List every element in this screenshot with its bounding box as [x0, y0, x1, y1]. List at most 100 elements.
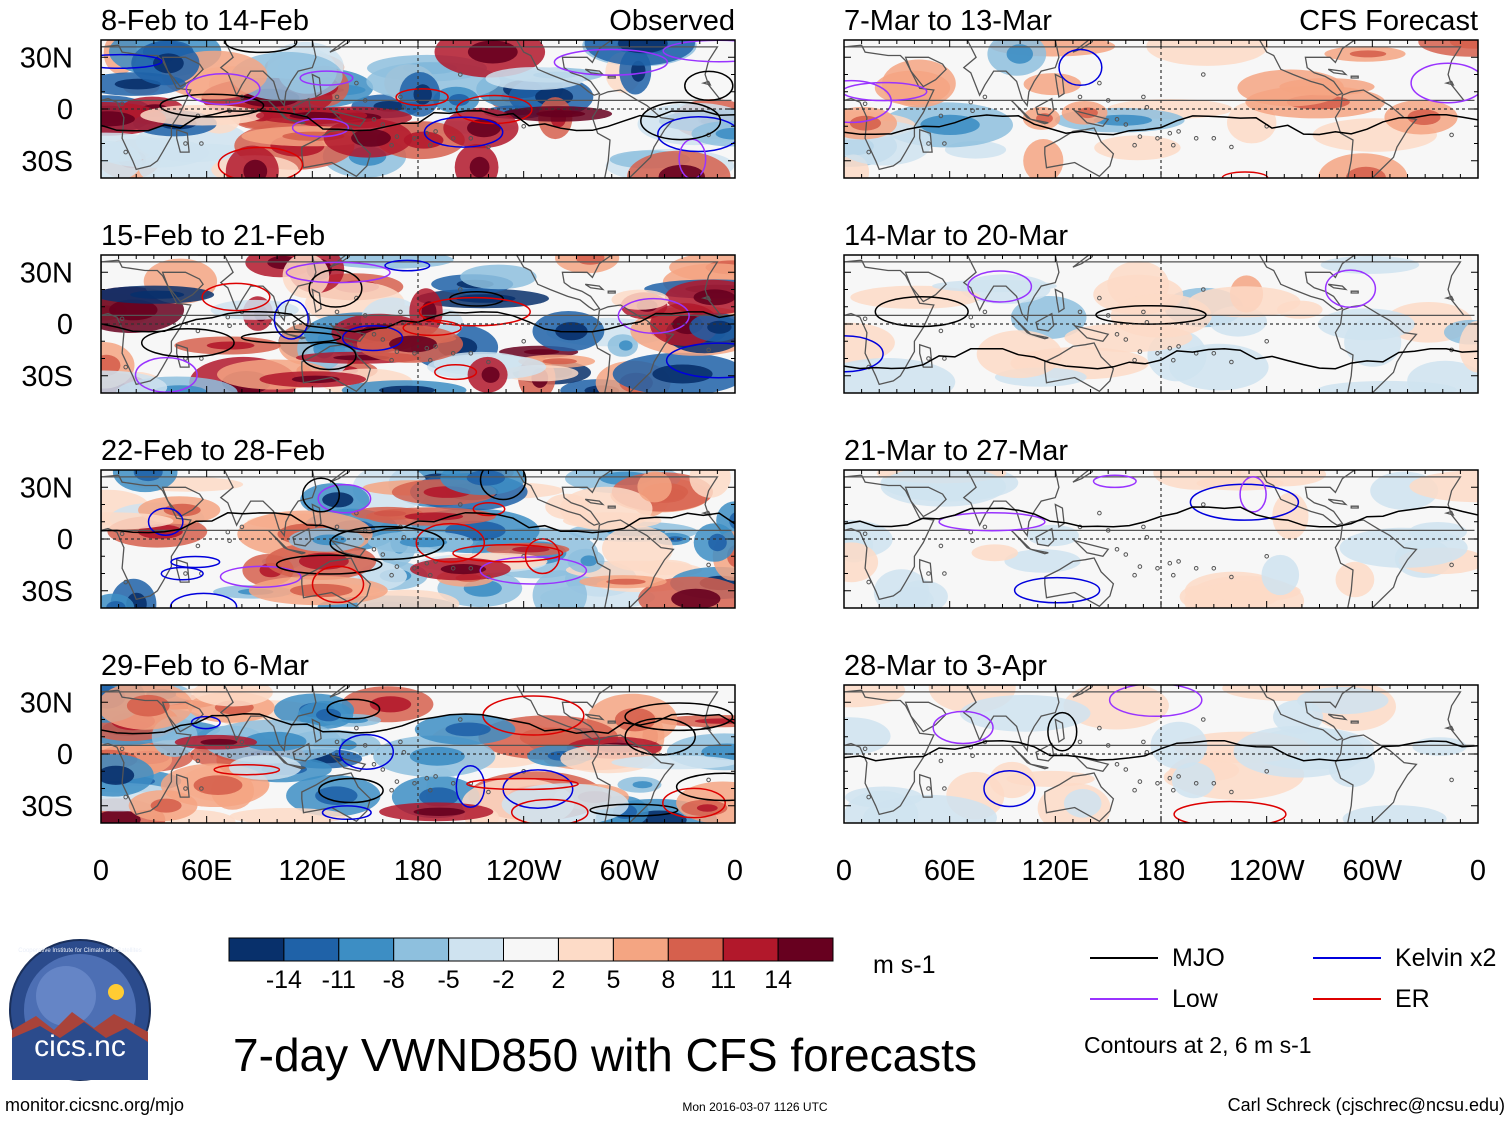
wind-anomaly-cell [1277, 300, 1323, 319]
wind-anomaly-core [671, 588, 721, 608]
wind-anomaly-cell [1320, 255, 1420, 274]
island [486, 789, 491, 795]
coastline [940, 685, 1060, 753]
contour-line [275, 554, 383, 575]
wind-anomaly-core [1006, 44, 1033, 64]
island [1155, 136, 1160, 141]
author: Carl Schreck (cjschrec@ncsu.edu) [1228, 1095, 1505, 1115]
colorbar-label: -11 [322, 966, 356, 994]
x-tick-labels: 0 60E 120E 180 120W 60W 0 0 60E 120E 180 120W 60W 0 [93, 855, 1486, 887]
wind-anomaly-core [1349, 50, 1387, 58]
wind-anomaly-cell [1004, 549, 1081, 573]
tick-marks [843, 684, 1479, 824]
contour-line [219, 565, 302, 588]
wind-anomaly-core [542, 358, 577, 365]
wind-anomaly-core [536, 110, 586, 118]
island [942, 141, 947, 146]
tick-marks [100, 684, 736, 824]
x-tick-label: 0 [93, 855, 109, 887]
shading-field [101, 470, 735, 608]
wind-anomaly-core [403, 131, 444, 149]
wind-anomaly-cell [140, 104, 265, 126]
contour-line [1324, 269, 1377, 309]
island [1167, 775, 1173, 781]
coastline [1044, 127, 1115, 178]
column-header-forecast: CFS Forecast [1299, 5, 1478, 37]
wind-anomaly-core [290, 583, 353, 598]
coastline [844, 474, 935, 601]
period-label: 7-Mar to 13-Mar [844, 5, 1052, 37]
coastline [329, 109, 367, 128]
island [450, 136, 456, 141]
wind-anomaly-core [163, 503, 201, 517]
coastline [607, 290, 616, 294]
coastline [292, 97, 312, 117]
contour-line [190, 715, 221, 730]
coastline [329, 685, 350, 698]
island [424, 345, 430, 351]
coastline [1072, 685, 1093, 698]
coastline [1350, 720, 1359, 724]
contour-line [624, 717, 696, 756]
wind-anomaly-cell [844, 322, 895, 363]
island [458, 72, 463, 77]
mjo-contour [844, 114, 1478, 136]
coastline [607, 505, 616, 509]
contours [101, 695, 735, 823]
island [521, 339, 527, 344]
wind-anomaly-core [715, 127, 735, 140]
coastline [940, 255, 1060, 323]
island [239, 739, 245, 745]
y-tick-labels: 30N 0 30S 30N 0 30S 30N 0 30S 30N 0 30S [20, 42, 73, 822]
contour-line [329, 525, 445, 561]
island [1201, 502, 1206, 507]
coastline [1044, 772, 1115, 823]
colorbar-swatch [338, 937, 395, 962]
island [380, 337, 386, 342]
coastline [1010, 99, 1032, 120]
contour-line [844, 79, 893, 124]
coastline [329, 754, 367, 773]
coastline [1072, 324, 1110, 343]
contour-line [479, 470, 527, 501]
coastline [301, 772, 372, 823]
x-tick-label: 0 [836, 855, 852, 887]
wind-anomaly-core [466, 470, 506, 486]
wind-anomaly-core [729, 512, 735, 530]
y-tick-label: 0 [57, 524, 73, 556]
wind-anomaly-core [200, 738, 238, 746]
island [942, 786, 947, 791]
y-tick-label: 30N [20, 472, 73, 504]
colorbar-swatch [448, 937, 505, 962]
period-label: 29-Feb to 6-Mar [101, 650, 309, 682]
wind-anomaly-cell [611, 755, 735, 770]
contour-line [665, 342, 735, 379]
island [380, 552, 386, 557]
wind-anomaly-core [101, 111, 135, 127]
contour-line [553, 48, 669, 76]
island [225, 529, 231, 535]
island [362, 313, 368, 318]
island [468, 351, 474, 356]
colorbar-swatch [612, 937, 669, 962]
contour-line [844, 335, 884, 373]
island [1105, 313, 1111, 318]
island [123, 579, 129, 585]
wind-anomaly-core [133, 470, 163, 482]
coastline [267, 744, 289, 765]
colorbar-label: -14 [266, 966, 302, 994]
island [433, 129, 438, 134]
contour-line [1108, 685, 1203, 718]
island [119, 746, 125, 752]
chart-title: 7-day VWND850 with CFS forecasts [233, 1029, 977, 1081]
island [394, 134, 400, 139]
coastline [287, 763, 306, 770]
panel-forecast-week-4 [843, 684, 1479, 824]
wind-anomaly-core [130, 290, 185, 299]
island [926, 141, 931, 146]
island [195, 758, 201, 764]
wind-anomaly-cell [1094, 135, 1181, 161]
wind-anomaly-cell [1023, 139, 1064, 178]
island [389, 787, 394, 793]
colorbar-swatch [777, 937, 834, 962]
